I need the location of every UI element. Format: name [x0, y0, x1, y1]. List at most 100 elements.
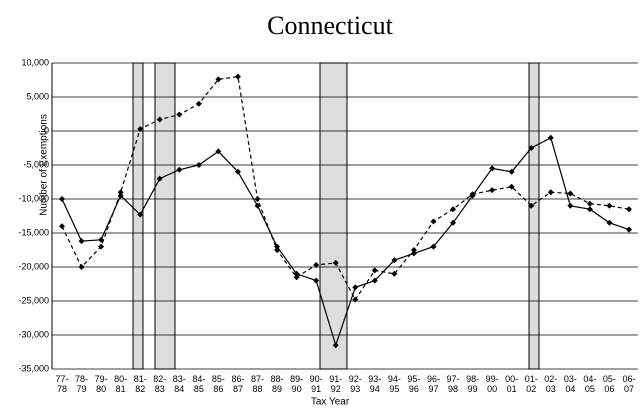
- point: [117, 189, 124, 196]
- series-line: [61, 136, 630, 348]
- y-tick-label: -5,000: [23, 159, 49, 169]
- point: [195, 162, 202, 168]
- point: [450, 219, 457, 226]
- x-tick-label: 00-01: [505, 374, 519, 394]
- x-tick-label: 99-00: [485, 374, 499, 394]
- x-tick-label: 88-89: [270, 374, 284, 394]
- point: [293, 274, 300, 281]
- x-tick-label: 96-97: [426, 374, 440, 394]
- x-tick-label: 06-07: [622, 374, 636, 394]
- point: [528, 145, 535, 151]
- x-tick-label: 91-92: [329, 374, 343, 394]
- x-tick-label: 77-78: [55, 374, 69, 394]
- x-tick-label: 82-83: [153, 374, 167, 394]
- x-tick-label: 80-81: [114, 374, 128, 394]
- x-tick-label: 93-94: [368, 374, 382, 394]
- point: [215, 76, 222, 83]
- x-tick-label: 98-99: [466, 374, 480, 394]
- series-line: [61, 75, 630, 301]
- point: [567, 190, 574, 197]
- y-tick-label: -35,000: [18, 363, 49, 373]
- x-tick-label: 02-03: [544, 374, 558, 394]
- point: [215, 148, 222, 155]
- point: [586, 206, 593, 213]
- point: [176, 111, 183, 118]
- point: [156, 116, 163, 123]
- point: [78, 238, 85, 245]
- x-tick-label: 86-87: [231, 374, 245, 394]
- point: [391, 257, 398, 264]
- x-tick-label: 87-88: [251, 374, 265, 394]
- point: [352, 284, 359, 291]
- point: [59, 196, 65, 202]
- point: [567, 202, 574, 209]
- y-tick-label: 5,000: [26, 91, 49, 101]
- point: [391, 270, 398, 277]
- point: [313, 261, 320, 268]
- recession-band: [528, 62, 540, 370]
- x-tick-label: 03-04: [563, 374, 577, 394]
- point: [430, 243, 437, 250]
- x-axis-title: Tax Year: [311, 397, 350, 408]
- x-tick-label: 92-93: [348, 374, 362, 394]
- point: [254, 196, 261, 202]
- point: [528, 202, 535, 209]
- x-tick-label: 89-90: [290, 374, 304, 394]
- point: [234, 73, 241, 80]
- point: [274, 247, 281, 253]
- x-tick-label: 83-84: [172, 374, 186, 394]
- x-tick-label: 01-02: [524, 374, 538, 394]
- point: [293, 270, 300, 277]
- point: [410, 250, 417, 257]
- x-tick-label: 94-95: [387, 374, 401, 394]
- point: [156, 175, 163, 182]
- x-tick-label: 95-96: [407, 374, 421, 394]
- point: [137, 125, 144, 132]
- point: [332, 259, 339, 266]
- point: [450, 206, 457, 213]
- point: [469, 191, 476, 198]
- y-tick-label: -30,000: [18, 329, 49, 339]
- point: [371, 267, 378, 274]
- point: [508, 168, 515, 175]
- recession-band: [319, 62, 348, 370]
- x-tick-label: 84-85: [192, 374, 206, 394]
- point: [352, 296, 359, 303]
- y-tick-label: -25,000: [18, 295, 49, 305]
- y-tick-label: -10,000: [18, 193, 49, 203]
- y-tick-label: -20,000: [18, 261, 49, 271]
- point: [547, 134, 554, 141]
- x-tick-label: 81-82: [133, 374, 147, 394]
- point: [313, 277, 320, 284]
- point: [137, 211, 144, 218]
- point: [547, 189, 554, 196]
- point: [59, 223, 65, 230]
- x-tick-label: 79-80: [94, 374, 108, 394]
- y-tick-label: -15,000: [18, 227, 49, 237]
- y-tick-label: 0: [44, 125, 49, 135]
- chart-title: Connecticut: [267, 11, 393, 40]
- x-tick-label: 90-91: [309, 374, 323, 394]
- x-tick-label: 05-06: [602, 374, 616, 394]
- recession-bands: [132, 62, 540, 370]
- x-tick-label: 78-79: [75, 374, 89, 394]
- point: [195, 100, 202, 107]
- point: [371, 277, 378, 284]
- point: [606, 202, 613, 209]
- point: [489, 165, 496, 172]
- point: [508, 183, 515, 190]
- point: [234, 168, 241, 175]
- point: [78, 264, 85, 270]
- x-tick-label: 97-98: [446, 374, 460, 394]
- y-axis-title: Number of Exemptions: [39, 114, 50, 216]
- point: [430, 218, 437, 225]
- point: [332, 342, 339, 349]
- point: [98, 243, 105, 250]
- point: [626, 206, 632, 213]
- recession-band: [154, 62, 176, 370]
- point: [176, 166, 183, 173]
- x-tick-label: 85-86: [211, 374, 225, 394]
- point: [606, 219, 613, 226]
